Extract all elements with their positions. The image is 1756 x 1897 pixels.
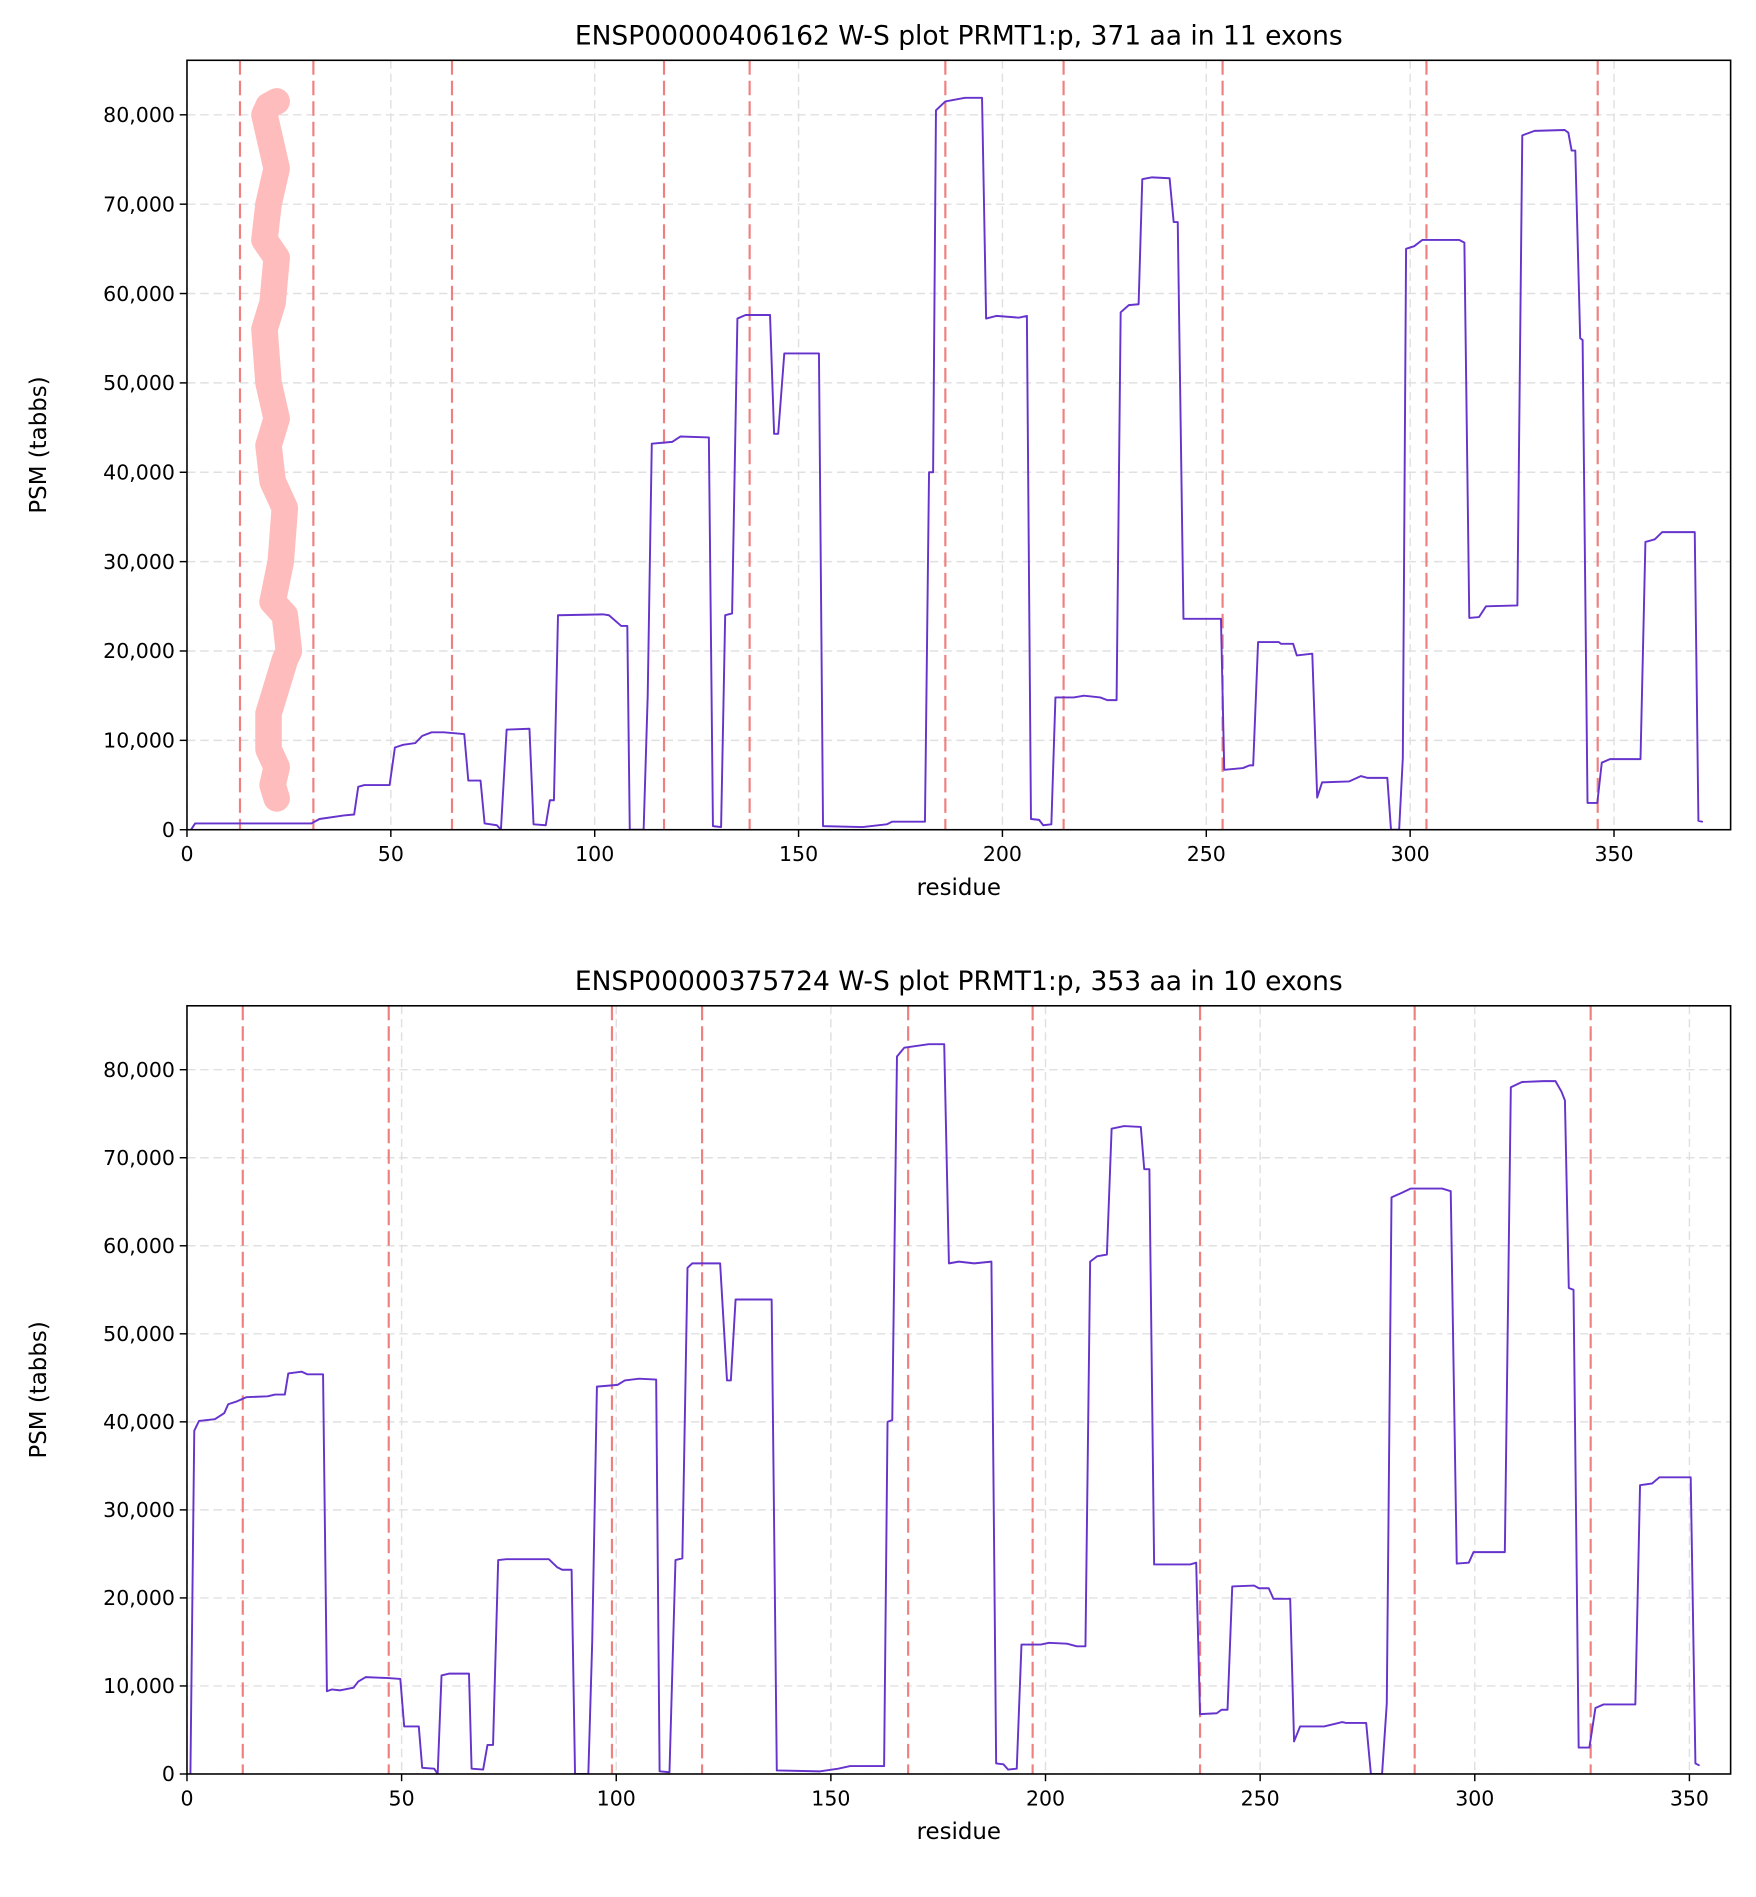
plot-area — [186, 60, 1731, 830]
y-tick-label: 60,000 — [103, 1234, 175, 1258]
y-tick-label: 70,000 — [103, 1146, 175, 1170]
x-axis-label: residue — [917, 1819, 1001, 1845]
x-tick-label: 300 — [1455, 1786, 1494, 1810]
y-tick-label: 30,000 — [103, 550, 175, 574]
y-tick-label: 70,000 — [103, 192, 175, 216]
y-tick-label: 20,000 — [103, 639, 175, 663]
y-tick-label: 0 — [162, 818, 175, 842]
x-tick-label: 150 — [779, 842, 818, 866]
x-tick-label: 250 — [1241, 1786, 1280, 1810]
chart-title: ENSP00000406162 W-S plot PRMT1:p, 371 aa… — [575, 21, 1343, 52]
y-tick-label: 50,000 — [103, 371, 175, 395]
x-tick-label: 200 — [983, 842, 1022, 866]
y-tick-label: 30,000 — [103, 1498, 175, 1522]
axes-frame — [186, 59, 1732, 831]
x-tick-label: 150 — [811, 1786, 850, 1810]
y-tick-label: 10,000 — [103, 729, 175, 753]
y-tick-label: 80,000 — [103, 103, 175, 127]
x-tick-label: 350 — [1670, 1786, 1709, 1810]
x-tick-label: 100 — [597, 1786, 636, 1810]
plot-area — [186, 1005, 1731, 1774]
y-axis-label: PSM (tabbs) — [26, 1321, 52, 1458]
x-tick-label: 50 — [378, 842, 404, 866]
x-tick-label: 300 — [1391, 842, 1430, 866]
y-tick-label: 20,000 — [103, 1586, 175, 1610]
y-tick-label: 0 — [162, 1762, 175, 1786]
x-tick-label: 200 — [1026, 1786, 1065, 1810]
y-tick-label: 10,000 — [103, 1674, 175, 1698]
data-line — [190, 96, 1704, 830]
x-tick-label: 0 — [180, 1786, 193, 1810]
y-tick-label: 80,000 — [103, 1058, 175, 1082]
axes-frame — [186, 1004, 1732, 1775]
x-tick-label: 250 — [1187, 842, 1226, 866]
data-line — [189, 1043, 1700, 1774]
x-tick-label: 50 — [389, 1786, 415, 1810]
y-tick-label: 40,000 — [103, 1410, 175, 1434]
subplot: 0 10,000 20,000 30,000 40,000 50,000 60,000 70,… — [26, 21, 1732, 901]
x-axis-label: residue — [917, 875, 1001, 901]
y-tick-label: 60,000 — [103, 282, 175, 306]
x-tick-label: 0 — [180, 842, 193, 866]
chart-title: ENSP00000375724 W-S plot PRMT1:p, 353 aa… — [575, 966, 1343, 997]
y-axis-label: PSM (tabbs) — [26, 376, 52, 513]
subplot: 0 10,000 20,000 30,000 40,000 50,000 60,000 70,… — [26, 966, 1732, 1845]
y-tick-label: 40,000 — [103, 460, 175, 484]
x-tick-label: 100 — [575, 842, 614, 866]
data-line — [251, 88, 303, 812]
x-tick-label: 350 — [1594, 842, 1633, 866]
y-tick-label: 50,000 — [103, 1322, 175, 1346]
